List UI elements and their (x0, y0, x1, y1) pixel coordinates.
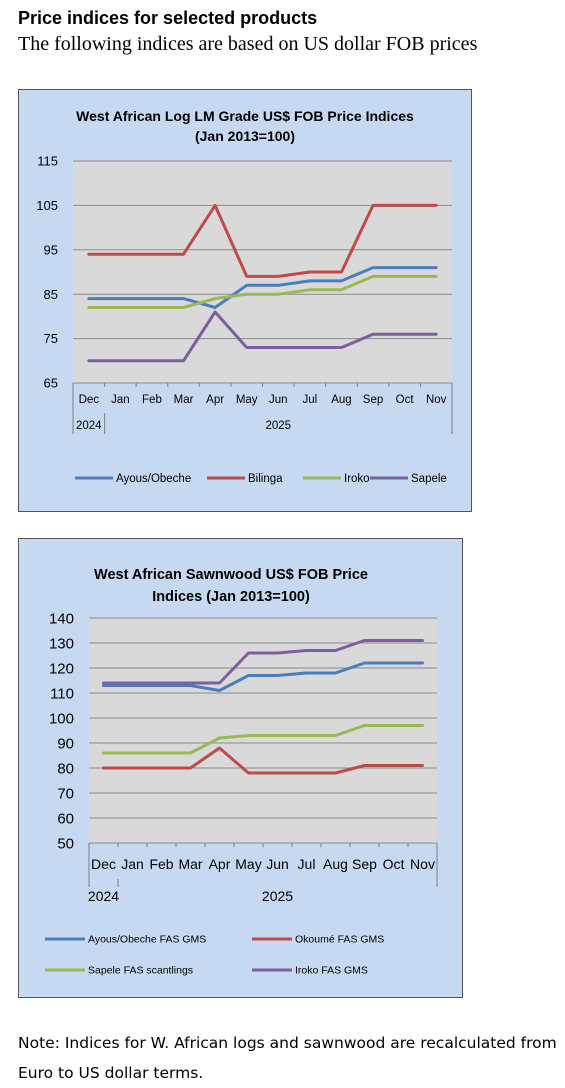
plot-area (73, 161, 452, 383)
y-tick-label: 120 (49, 660, 74, 677)
x-tick-label: Dec (79, 394, 100, 406)
legend-label: Iroko FAS GMS (295, 965, 368, 977)
x-tick-label: Jun (269, 394, 288, 406)
x-tick-label: Nov (426, 394, 447, 406)
sawnwood-price-chart-svg: West African Sawnwood US$ FOB Price Indic… (45, 567, 438, 977)
legend-label: Sapele FAS scantlings (88, 965, 193, 977)
legend-label: Bilinga (248, 473, 283, 485)
chart-title-line: Indices (Jan 2013=100) (152, 589, 310, 605)
log-price-chart-svg: West African Log LM Grade US$ FOB Price … (36, 108, 453, 485)
sawnwood-price-chart: West African Sawnwood US$ FOB Price Indic… (18, 538, 463, 998)
x-tick-label: Dec (91, 856, 116, 872)
y-tick-label: 140 (49, 610, 74, 627)
y-tick-label: 65 (44, 376, 58, 391)
x-tick-label: Aug (331, 394, 351, 406)
x-tick-label: Mar (174, 394, 194, 406)
x-tick-label: Jul (298, 856, 316, 872)
x-tick-label: Sep (363, 394, 383, 406)
y-tick-label: 70 (57, 785, 74, 802)
y-tick-label: 85 (44, 287, 58, 302)
chart-title-line: West African Sawnwood US$ FOB Price (94, 567, 368, 583)
y-tick-label: 110 (50, 685, 74, 702)
x-tick-label: Jul (303, 394, 318, 406)
y-tick-label: 60 (57, 810, 74, 827)
series-line (87, 274, 438, 309)
year-label: 2024 (88, 888, 119, 904)
series-line (102, 724, 424, 755)
x-tick-label: Feb (142, 394, 162, 406)
x-tick-label: Oct (383, 856, 405, 872)
plot-area (89, 618, 437, 843)
legend-label: Okoumé FAS GMS (295, 934, 384, 946)
series-line (87, 310, 438, 363)
y-tick-label: 90 (57, 735, 74, 752)
chart-title-line: (Jan 2013=100) (195, 128, 295, 144)
page-subheading: The following indices are based on US do… (18, 33, 478, 55)
year-label: 2025 (262, 888, 293, 904)
x-tick-label: Apr (206, 394, 224, 406)
x-tick-label: May (236, 394, 258, 406)
x-tick-label: Jan (121, 856, 144, 872)
y-tick-label: 115 (37, 154, 58, 169)
y-tick-label: 100 (49, 710, 74, 727)
series-line (87, 266, 438, 309)
y-tick-label: 75 (44, 331, 58, 346)
x-tick-label: Apr (209, 856, 231, 872)
y-tick-label: 50 (57, 835, 74, 852)
series-line (102, 639, 424, 685)
legend-label: Ayous/Obeche (116, 473, 191, 485)
footnote: Note: Indices for W. African logs and sa… (18, 1034, 557, 1082)
x-tick-label: Jan (111, 394, 130, 406)
legend-label: Ayous/Obeche FAS GMS (88, 934, 206, 946)
year-label: 2024 (76, 420, 102, 432)
x-tick-label: Mar (178, 856, 202, 872)
legend-label: Iroko (344, 473, 370, 485)
y-tick-label: 80 (57, 760, 74, 777)
x-tick-label: Sep (352, 856, 377, 872)
x-tick-label: Nov (410, 856, 435, 872)
series-line (102, 746, 424, 775)
x-tick-label: May (235, 856, 261, 872)
series-line (87, 203, 438, 278)
y-tick-label: 95 (44, 242, 58, 257)
log-price-chart: West African Log LM Grade US$ FOB Price … (18, 89, 472, 512)
year-label: 2025 (265, 420, 291, 432)
page-heading: Price indices for selected products (18, 8, 318, 28)
y-tick-label: 130 (49, 635, 74, 652)
x-tick-label: Feb (149, 856, 173, 872)
legend-label: Sapele (411, 473, 447, 485)
y-tick-label: 105 (36, 198, 58, 213)
x-tick-label: Jun (266, 856, 289, 872)
chart-title-line: West African Log LM Grade US$ FOB Price … (76, 108, 414, 124)
series-line (102, 661, 424, 692)
x-tick-label: Oct (396, 394, 415, 406)
x-tick-label: Aug (323, 856, 348, 872)
